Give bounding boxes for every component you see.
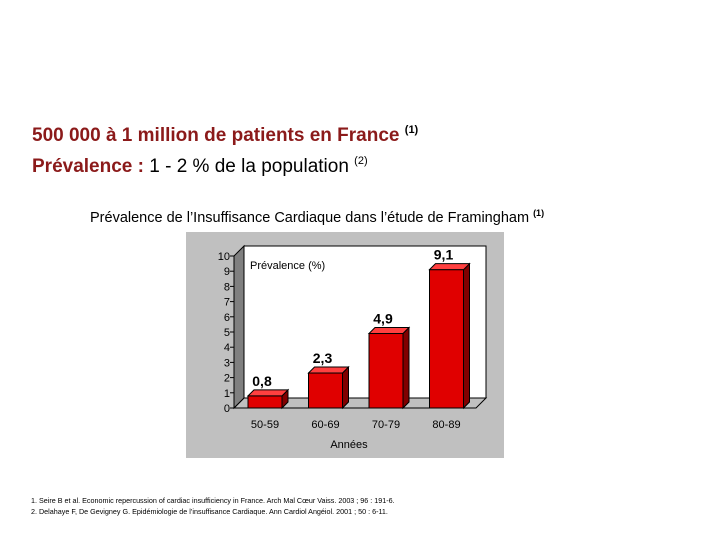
y-tick-label: 0 <box>224 403 230 415</box>
x-tick-label: 60-69 <box>311 419 339 431</box>
bar <box>308 372 343 409</box>
x-axis-label: Années <box>330 439 368 451</box>
prevalence-ref: (2) <box>354 155 368 167</box>
bar-top <box>307 366 350 374</box>
chart-side-wall <box>233 244 245 410</box>
reference-2: 2. Delahaye F, De Gevigney G. Epidémiolo… <box>31 507 388 516</box>
y-tick-label: 3 <box>224 357 230 369</box>
y-tick-label: 2 <box>224 373 230 385</box>
prevalence-line: Prévalence : 1 - 2 % de la population (2… <box>32 155 368 178</box>
x-tick-label: 50-59 <box>251 419 279 431</box>
patients-count-line: 500 000 à 1 million de patients en Franc… <box>32 124 418 147</box>
bar-data-label: 4,9 <box>373 311 393 327</box>
y-tick-label: 5 <box>224 327 230 339</box>
y-axis-label: Prévalence (%) <box>250 260 325 272</box>
bar-side <box>342 365 349 410</box>
bar-data-label: 9,1 <box>434 247 454 263</box>
bar-top <box>367 327 411 335</box>
chart-title-ref: (1) <box>533 208 545 218</box>
patients-count-ref: (1) <box>404 124 419 136</box>
patients-count-text: 500 000 à 1 million de patients en Franc… <box>32 125 400 146</box>
bar <box>247 395 283 409</box>
x-tick-label: 70-79 <box>372 419 400 431</box>
bar-side <box>463 262 470 410</box>
bar <box>429 269 464 409</box>
x-tick-label: 80-89 <box>432 419 460 431</box>
y-tick-label: 9 <box>224 266 230 278</box>
bar-top <box>246 389 290 397</box>
prevalence-value: 1 - 2 % de la population <box>149 156 349 177</box>
y-tick-label: 7 <box>224 297 230 309</box>
references: 1. Seire B et al. Economic repercussion … <box>31 495 395 517</box>
reference-1: 1. Seire B et al. Economic repercussion … <box>31 496 395 505</box>
y-tick-label: 10 <box>218 251 230 263</box>
chart-title-text: Prévalence de l’Insuffisance Cardiaque d… <box>90 210 530 226</box>
bar-top <box>428 263 471 271</box>
y-tick-label: 6 <box>224 312 230 324</box>
y-tick-label: 4 <box>224 342 230 354</box>
bar-data-label: 2,3 <box>313 350 333 366</box>
y-tick-label: 1 <box>224 388 230 400</box>
prevalence-label: Prévalence : <box>32 156 144 177</box>
bar <box>368 333 404 409</box>
bar-data-label: 0,8 <box>252 373 272 389</box>
bar-side <box>402 326 410 410</box>
chart-title: Prévalence de l’Insuffisance Cardiaque d… <box>90 208 544 226</box>
y-tick-label: 8 <box>224 281 230 293</box>
